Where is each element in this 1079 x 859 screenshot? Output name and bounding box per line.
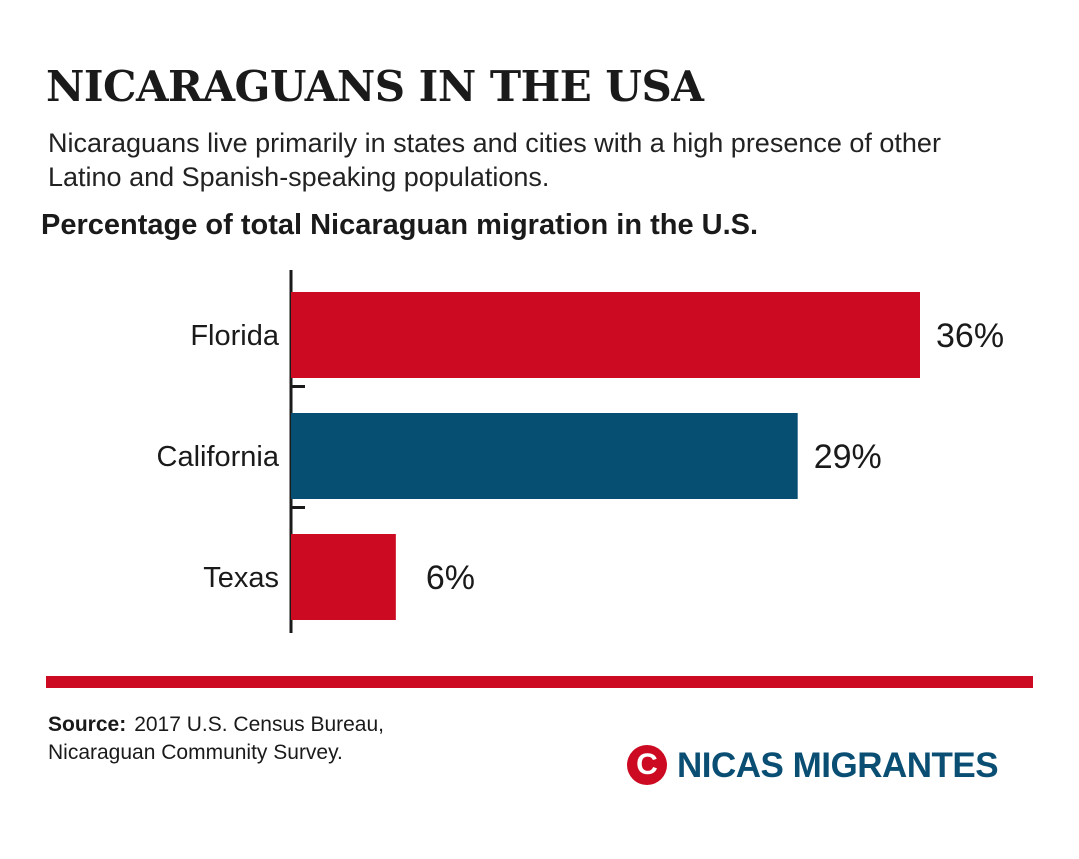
- page-title: NICARAGUANS IN THE USA: [46, 62, 704, 111]
- source-note: Source: 2017 U.S. Census Bureau, Nicaragu…: [48, 711, 384, 767]
- page-subtitle: Nicaraguans live primarily in states and…: [48, 128, 941, 192]
- divider-rule: [46, 676, 1033, 688]
- source-line-1: 2017 U.S. Census Bureau,: [134, 713, 385, 736]
- source-line-2: Nicaraguan Community Survey.: [48, 741, 343, 764]
- bar-chart: Florida 36% California 29% Texas 6%: [157, 270, 1004, 633]
- category-label-florida: Florida: [190, 320, 280, 352]
- bar-texas: [291, 534, 396, 620]
- bar-florida: [291, 292, 920, 378]
- chart-title: Percentage of total Nicaraguan migration…: [41, 209, 759, 241]
- logo-mark-icon: C: [627, 745, 667, 785]
- value-label-texas: 6%: [426, 559, 475, 597]
- category-label-california: California: [157, 441, 280, 473]
- logo-text: NICAS MIGRANTES: [677, 745, 999, 785]
- value-label-florida: 36%: [936, 317, 1004, 355]
- brand-logo: C NICAS MIGRANTES: [627, 745, 999, 785]
- value-label-california: 29%: [814, 438, 882, 476]
- category-label-texas: Texas: [203, 562, 279, 594]
- source-label: Source:: [48, 713, 127, 736]
- bar-california: [291, 413, 798, 499]
